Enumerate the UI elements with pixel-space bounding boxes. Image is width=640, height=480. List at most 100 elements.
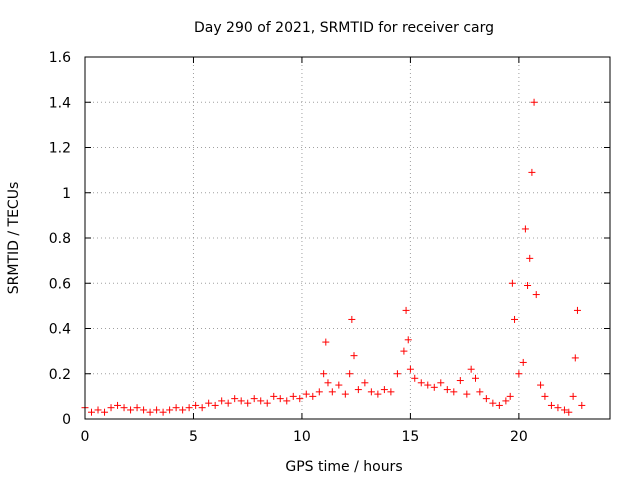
y-tick-label: 1.4 [49, 95, 71, 111]
y-tick-label: 1.6 [49, 50, 71, 66]
data-point [380, 386, 388, 394]
data-point [346, 370, 354, 378]
y-tick-label: 0.6 [49, 276, 71, 292]
data-point [218, 397, 226, 405]
data-point [198, 404, 206, 412]
data-point [411, 374, 419, 382]
data-point [348, 315, 356, 323]
data-point [387, 388, 395, 396]
x-tick-label: 5 [189, 429, 198, 445]
data-point [263, 399, 271, 407]
data-point [424, 381, 432, 389]
data-point [495, 401, 503, 409]
data-point [114, 401, 122, 409]
data-point [107, 404, 115, 412]
data-point [467, 365, 475, 373]
y-tick-label: 0.4 [49, 322, 71, 338]
x-tick-label: 10 [293, 429, 311, 445]
data-point [309, 392, 317, 400]
data-point [270, 392, 278, 400]
data-point [250, 395, 258, 403]
grid [85, 57, 610, 419]
data-point [569, 392, 577, 400]
data-point [482, 395, 490, 403]
data-point [571, 354, 579, 362]
data-point [257, 397, 265, 405]
data-point [133, 404, 141, 412]
data-point [537, 381, 545, 389]
data-point [296, 395, 304, 403]
data-point [565, 408, 573, 416]
data-point [101, 408, 109, 416]
data-point [146, 408, 154, 416]
data-point [573, 306, 581, 314]
data-point [320, 370, 328, 378]
data-point [361, 379, 369, 387]
data-point [515, 370, 523, 378]
data-point [283, 397, 291, 405]
data-point [502, 397, 510, 405]
data-point [179, 406, 187, 414]
data-point [315, 388, 323, 396]
data-point [506, 392, 514, 400]
data-point [489, 399, 497, 407]
data-point [443, 386, 451, 394]
data-point [437, 379, 445, 387]
data-point [231, 395, 239, 403]
data-point [328, 388, 336, 396]
data-point [463, 390, 471, 398]
data-point [335, 381, 343, 389]
data-point [404, 336, 412, 344]
data-point [393, 370, 401, 378]
y-tick-label: 1 [62, 186, 71, 202]
data-point [526, 254, 534, 262]
data-point [166, 406, 174, 414]
y-tick-label: 1.2 [49, 141, 71, 157]
data-point [237, 397, 245, 405]
data-point [205, 399, 213, 407]
data-point [541, 392, 549, 400]
data-point [402, 306, 410, 314]
data-point [120, 404, 128, 412]
y-axis-label: SRMTID / TECUs [6, 182, 22, 295]
data-point [354, 386, 362, 394]
data-point [185, 404, 193, 412]
y-tick-label: 0.2 [49, 367, 71, 383]
data-point [528, 168, 536, 176]
data-point [224, 399, 232, 407]
data-point [530, 98, 538, 106]
data-point [192, 401, 200, 409]
data-point [578, 401, 586, 409]
data-point [276, 395, 284, 403]
data-point [140, 406, 148, 414]
data-point [324, 379, 332, 387]
data-point [88, 408, 96, 416]
data-point [400, 347, 408, 355]
x-tick-label: 0 [81, 429, 90, 445]
data-point [456, 377, 464, 385]
data-point [450, 388, 458, 396]
data-point [127, 406, 135, 414]
axes: 0 5 10 15 20 0 0.2 0.4 0.6 0.8 1 1.2 1.4 1.6 [49, 50, 611, 445]
data-point [153, 406, 161, 414]
data-point [521, 225, 529, 233]
data-point [554, 404, 562, 412]
data-point [430, 383, 438, 391]
x-axis-label: GPS time / hours [285, 459, 402, 475]
data-point [350, 352, 358, 360]
data-point [532, 291, 540, 299]
data-point [159, 408, 167, 416]
y-tick-label: 0.8 [49, 231, 71, 247]
data-point [322, 338, 330, 346]
data-point [508, 279, 516, 287]
data-point [211, 401, 219, 409]
data-point [560, 406, 568, 414]
data-point [172, 404, 180, 412]
data-point [244, 399, 252, 407]
data-point [341, 390, 349, 398]
x-tick-label: 15 [401, 429, 419, 445]
data-point [524, 282, 532, 290]
data-point [511, 315, 519, 323]
data-point [476, 388, 484, 396]
